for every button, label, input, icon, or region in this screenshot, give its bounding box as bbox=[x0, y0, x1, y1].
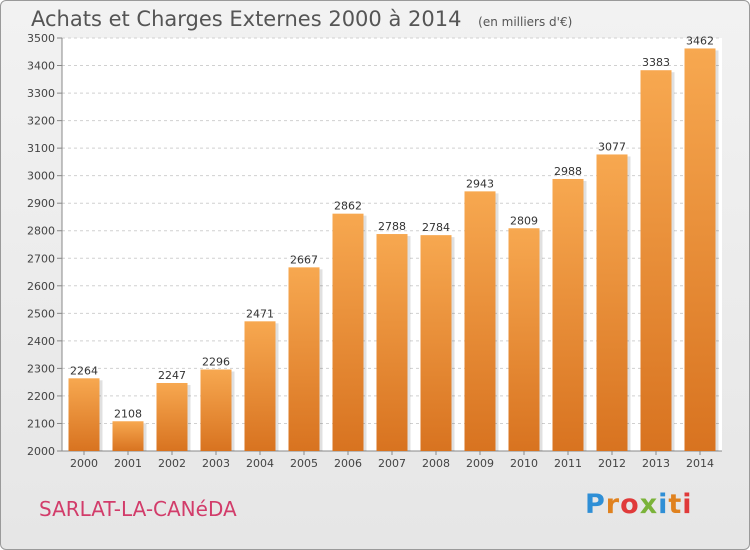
brand-letter: t bbox=[668, 489, 683, 520]
y-tick-label: 3500 bbox=[27, 32, 55, 45]
bar bbox=[288, 267, 320, 451]
proxiti-logo: Proxiti bbox=[585, 489, 693, 520]
data-label: 2943 bbox=[466, 177, 494, 190]
brand-letter: i bbox=[682, 489, 693, 520]
x-tick-label: 2003 bbox=[202, 457, 230, 470]
bar bbox=[640, 70, 672, 452]
brand-letter: o bbox=[620, 489, 640, 520]
bar bbox=[332, 213, 364, 451]
bar bbox=[156, 382, 188, 451]
y-tick-label: 2400 bbox=[27, 335, 55, 348]
bar bbox=[376, 234, 408, 451]
bar bbox=[552, 178, 584, 451]
y-tick-label: 2100 bbox=[27, 417, 55, 430]
x-tick-label: 2011 bbox=[554, 457, 582, 470]
chart-title-text: Achats et Charges Externes 2000 à 2014 bbox=[31, 7, 462, 31]
x-tick-label: 2013 bbox=[642, 457, 670, 470]
brand-letter: i bbox=[658, 489, 669, 520]
data-label: 2296 bbox=[202, 356, 230, 369]
x-tick-label: 2007 bbox=[378, 457, 406, 470]
town-name: SARLAT-LA-CANéDA bbox=[39, 497, 237, 521]
data-label: 2471 bbox=[246, 307, 274, 320]
x-tick-label: 2002 bbox=[158, 457, 186, 470]
y-tick-label: 2300 bbox=[27, 362, 55, 375]
data-label: 2264 bbox=[70, 364, 98, 377]
data-label: 2247 bbox=[158, 369, 186, 382]
y-tick-label: 3000 bbox=[27, 170, 55, 183]
chart-unit: (en milliers d'€) bbox=[478, 15, 573, 29]
bar bbox=[464, 191, 496, 452]
data-label: 3383 bbox=[642, 56, 670, 69]
bar bbox=[68, 378, 100, 451]
data-label: 2788 bbox=[378, 220, 406, 233]
x-tick-label: 2008 bbox=[422, 457, 450, 470]
y-tick-label: 2800 bbox=[27, 225, 55, 238]
y-tick-label: 2700 bbox=[27, 252, 55, 265]
x-tick-label: 2000 bbox=[70, 457, 98, 470]
data-label: 2988 bbox=[554, 165, 582, 178]
x-tick-label: 2001 bbox=[114, 457, 142, 470]
data-label: 3077 bbox=[598, 140, 626, 153]
bar bbox=[200, 369, 232, 451]
x-tick-label: 2010 bbox=[510, 457, 538, 470]
data-label: 2809 bbox=[510, 214, 538, 227]
x-tick-label: 2014 bbox=[686, 457, 714, 470]
y-tick-label: 3100 bbox=[27, 142, 55, 155]
data-label: 2108 bbox=[114, 407, 142, 420]
y-tick-label: 3200 bbox=[27, 115, 55, 128]
brand-letter: x bbox=[639, 489, 659, 520]
bar bbox=[420, 235, 452, 451]
data-label: 2862 bbox=[334, 200, 362, 213]
y-tick-label: 2200 bbox=[27, 390, 55, 403]
x-tick-label: 2009 bbox=[466, 457, 494, 470]
data-label: 2784 bbox=[422, 221, 450, 234]
y-tick-label: 2500 bbox=[27, 307, 55, 320]
bar bbox=[596, 154, 628, 451]
y-tick-label: 2000 bbox=[27, 445, 55, 458]
brand-letter: r bbox=[605, 489, 621, 520]
y-tick-label: 2600 bbox=[27, 280, 55, 293]
x-tick-label: 2012 bbox=[598, 457, 626, 470]
brand-letter: P bbox=[585, 489, 606, 520]
x-tick-label: 2004 bbox=[246, 457, 274, 470]
data-label: 2667 bbox=[290, 253, 318, 266]
bar bbox=[112, 421, 144, 451]
y-tick-label: 2900 bbox=[27, 197, 55, 210]
y-tick-label: 3400 bbox=[27, 60, 55, 73]
data-label: 3462 bbox=[686, 34, 714, 47]
x-tick-label: 2005 bbox=[290, 457, 318, 470]
bar bbox=[684, 48, 716, 451]
bar bbox=[244, 321, 276, 451]
bar bbox=[508, 228, 540, 451]
y-tick-label: 3300 bbox=[27, 87, 55, 100]
x-tick-label: 2006 bbox=[334, 457, 362, 470]
chart-title: Achats et Charges Externes 2000 à 2014 (… bbox=[31, 7, 572, 31]
